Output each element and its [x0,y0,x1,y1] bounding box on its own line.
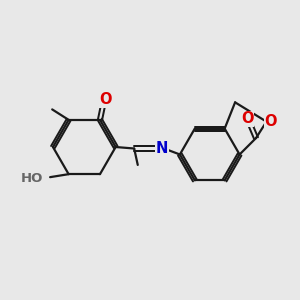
Text: N: N [156,141,168,156]
Text: O: O [265,114,277,129]
Text: O: O [99,92,111,107]
Text: HO: HO [20,172,43,185]
Text: O: O [241,111,253,126]
